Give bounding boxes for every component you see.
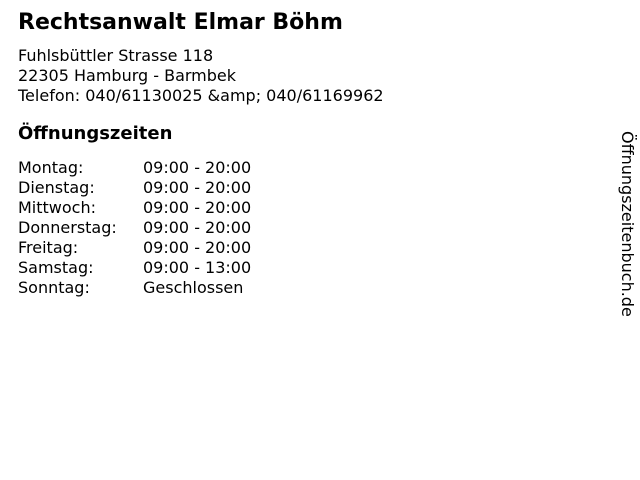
day-label: Donnerstag: xyxy=(18,218,117,237)
address-city: 22305 Hamburg - Barmbek xyxy=(18,66,237,85)
time-value: 09:00 - 20:00 xyxy=(143,178,252,197)
table-row: Sonntag: Geschlossen xyxy=(18,278,640,298)
page-title: Rechtsanwalt Elmar Böhm xyxy=(18,10,343,35)
table-row: Donnerstag: 09:00 - 20:00 xyxy=(18,218,640,238)
time-value: 09:00 - 20:00 xyxy=(143,158,252,177)
main-content: Rechtsanwalt Elmar Böhm Fuhlsbüttler Str… xyxy=(18,10,640,298)
opening-hours-heading: Öffnungszeiten xyxy=(18,123,173,144)
table-row: Samstag: 09:00 - 13:00 xyxy=(18,258,640,278)
table-row: Mittwoch: 09:00 - 20:00 xyxy=(18,198,640,218)
day-label: Samstag: xyxy=(18,258,94,277)
phone-line: Telefon: 040/61130025 &amp; 040/61169962 xyxy=(18,86,384,105)
time-value: 09:00 - 20:00 xyxy=(143,238,252,257)
address-block: Fuhlsbüttler Strasse 118 22305 Hamburg -… xyxy=(18,46,640,106)
day-label: Freitag: xyxy=(18,238,79,257)
day-label: Mittwoch: xyxy=(18,198,96,217)
day-label: Dienstag: xyxy=(18,178,95,197)
day-label: Sonntag: xyxy=(18,278,90,297)
table-row: Montag: 09:00 - 20:00 xyxy=(18,158,640,178)
time-value: 09:00 - 13:00 xyxy=(143,258,252,277)
opening-hours-table: Montag: 09:00 - 20:00 Dienstag: 09:00 - … xyxy=(18,158,640,298)
time-value: 09:00 - 20:00 xyxy=(143,218,252,237)
table-row: Freitag: 09:00 - 20:00 xyxy=(18,238,640,258)
address-street: Fuhlsbüttler Strasse 118 xyxy=(18,46,214,65)
time-value: 09:00 - 20:00 xyxy=(143,198,252,217)
time-value: Geschlossen xyxy=(143,278,244,297)
table-row: Dienstag: 09:00 - 20:00 xyxy=(18,178,640,198)
day-label: Montag: xyxy=(18,158,84,177)
brand-watermark-link[interactable]: Öffnungszeitenbuch.de xyxy=(618,131,637,317)
